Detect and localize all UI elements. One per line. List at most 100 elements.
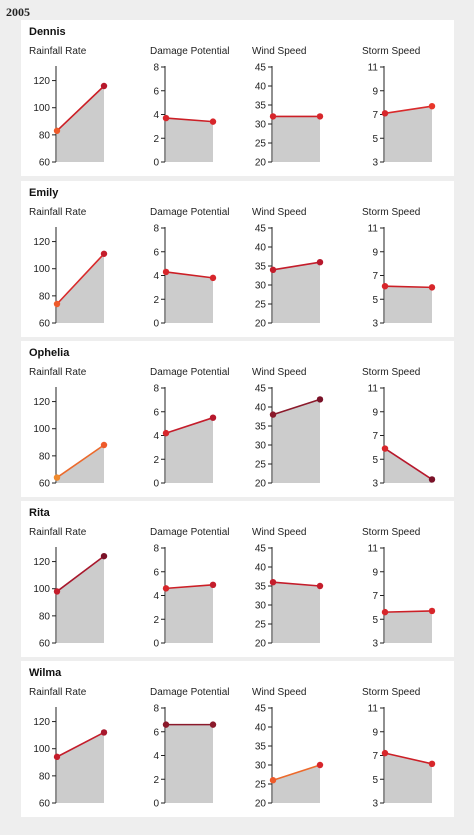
y-tick-label: 120 (33, 557, 50, 568)
y-tick-label: 9 (372, 407, 378, 418)
series-line (384, 447, 433, 481)
y-tick-label: 20 (255, 639, 267, 650)
y-tick-label: 0 (153, 799, 159, 810)
data-point (53, 474, 61, 481)
area-fill (273, 765, 320, 803)
y-tick-label: 5 (372, 295, 378, 306)
metric-label: Storm Speed (362, 527, 421, 538)
data-point (53, 588, 61, 595)
data-point (381, 608, 389, 616)
metric-label: Wind Speed (252, 687, 307, 698)
y-tick-label: 8 (153, 544, 159, 555)
y-tick-label: 100 (33, 424, 50, 435)
y-tick-label: 40 (255, 82, 267, 93)
series-line (272, 581, 321, 587)
y-tick-label: 3 (372, 799, 378, 810)
y-tick-label: 0 (153, 319, 159, 330)
y-tick-label: 45 (255, 384, 267, 395)
metric-label: Wind Speed (252, 207, 307, 218)
panel-rita-1: 0 2 4 6 8 (153, 544, 217, 650)
metric-label: Rainfall Rate (29, 207, 87, 218)
area-fill (273, 399, 320, 483)
y-tick-label: 6 (153, 727, 159, 738)
data-point (100, 729, 108, 736)
data-point (209, 118, 217, 125)
y-tick-label: 35 (255, 582, 267, 593)
y-tick-label: 20 (255, 799, 267, 810)
y-tick-label: 9 (372, 727, 378, 738)
y-tick-label: 8 (153, 224, 159, 235)
y-tick-label: 60 (39, 158, 51, 169)
panel-ophelia-3: 3 5 7 9 11 (368, 384, 436, 490)
metric-label: Storm Speed (362, 207, 421, 218)
area-fill (273, 582, 320, 643)
area-fill (166, 584, 213, 643)
data-point (162, 429, 170, 437)
y-tick-label: 4 (153, 751, 159, 762)
panel-emily-1: 0 2 4 6 8 (153, 224, 217, 330)
y-tick-label: 5 (372, 775, 378, 786)
y-tick-label: 100 (33, 264, 50, 275)
y-tick-label: 30 (255, 761, 267, 772)
data-point (162, 585, 170, 592)
y-tick-label: 3 (372, 479, 378, 490)
y-tick-label: 30 (255, 120, 267, 131)
data-point (428, 607, 436, 615)
y-tick-label: 30 (255, 281, 267, 292)
panel-ophelia-2: 20 25 30 35 40 45 (255, 384, 324, 490)
y-tick-label: 4 (153, 431, 159, 442)
series-line (56, 555, 105, 593)
data-point (269, 266, 277, 273)
panel-rita-0: 60 80 100 120 (33, 547, 108, 650)
area-fill (385, 753, 432, 803)
storm-card-rita: Rita Rainfall Rate Damage Potential Wind Sp… (21, 501, 454, 657)
data-point (316, 396, 324, 403)
metric-label: Storm Speed (362, 46, 421, 57)
area-fill (166, 271, 213, 323)
area-fill (57, 86, 104, 162)
y-tick-label: 25 (255, 780, 267, 791)
series-line (272, 764, 321, 781)
y-tick-label: 35 (255, 262, 267, 273)
metric-label: Wind Speed (252, 46, 307, 57)
y-tick-label: 6 (153, 407, 159, 418)
y-tick-label: 9 (372, 86, 378, 97)
storm-name: Ophelia (29, 347, 70, 359)
data-point (381, 282, 389, 290)
data-point (209, 581, 217, 589)
y-tick-label: 7 (372, 591, 378, 602)
area-fill (57, 556, 104, 643)
y-tick-label: 25 (255, 139, 267, 150)
area-fill (273, 262, 320, 323)
y-tick-label: 80 (39, 130, 51, 141)
y-tick-label: 6 (153, 567, 159, 578)
data-point (162, 114, 170, 122)
series-line (165, 584, 214, 590)
y-tick-label: 2 (153, 615, 159, 626)
area-fill (166, 724, 213, 803)
metric-label: Rainfall Rate (29, 687, 87, 698)
y-tick-label: 20 (255, 158, 267, 169)
y-tick-label: 120 (33, 76, 50, 87)
y-tick-label: 80 (39, 771, 51, 782)
data-point (428, 284, 436, 291)
y-tick-label: 11 (368, 63, 379, 74)
y-tick-label: 8 (153, 63, 159, 74)
y-tick-label: 11 (368, 224, 379, 235)
panel-wilma-0: 60 80 100 120 (33, 707, 108, 810)
y-tick-label: 60 (39, 799, 51, 810)
storm-card-wilma: Wilma Rainfall Rate Damage Potential Wind S… (21, 661, 454, 817)
page-title: 2005 (6, 5, 30, 19)
data-point (100, 82, 108, 90)
area-fill (166, 118, 213, 162)
area-fill (385, 610, 432, 643)
y-tick-label: 40 (255, 403, 267, 414)
y-tick-label: 3 (372, 319, 378, 330)
storm-name: Dennis (29, 26, 66, 38)
data-point (100, 250, 108, 257)
y-tick-label: 4 (153, 271, 159, 282)
area-fill (273, 116, 320, 162)
y-tick-label: 5 (372, 455, 378, 466)
